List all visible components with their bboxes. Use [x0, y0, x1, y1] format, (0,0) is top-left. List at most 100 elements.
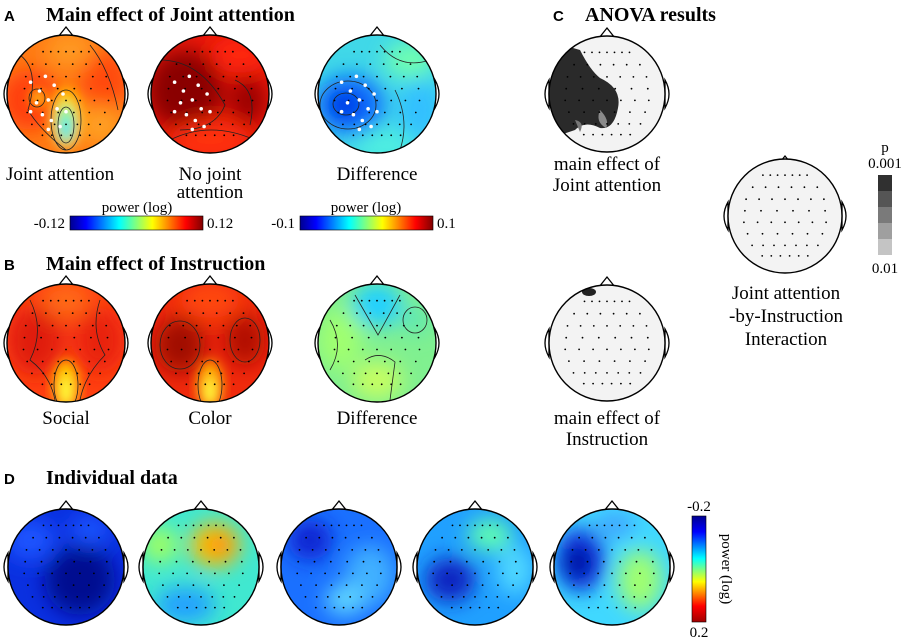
electrode-dot	[79, 572, 81, 575]
electrode-dot	[591, 536, 594, 539]
significant-electrode	[363, 83, 368, 87]
electrode-dot	[583, 372, 586, 374]
electrode-dot	[489, 524, 491, 527]
colorbar2	[299, 215, 434, 231]
electrode-dot	[214, 572, 216, 575]
electrode-dot	[652, 572, 655, 575]
electrode-dot	[398, 372, 401, 375]
electrode-dot	[200, 549, 202, 551]
electrode-dot	[166, 348, 169, 351]
significant-electrode	[357, 98, 362, 102]
label-color: Color	[188, 408, 232, 429]
electrode-dot	[606, 76, 608, 78]
electrode-dot	[823, 198, 825, 201]
electrode-dot	[629, 360, 631, 362]
electrode-dot	[598, 360, 601, 362]
significant-electrode	[61, 92, 65, 96]
electrode-dot	[333, 606, 336, 609]
electrode-dot	[106, 572, 109, 575]
electrode-dot	[369, 312, 372, 314]
electrode-dot	[184, 336, 187, 339]
electrode-dot	[41, 360, 44, 363]
electrode-dot	[619, 76, 622, 78]
electrode-dot	[564, 348, 567, 351]
electrode-dot	[361, 99, 364, 102]
electrode-dot	[382, 312, 385, 314]
electrode-dot	[40, 560, 43, 563]
electrode-dot	[93, 572, 95, 575]
electrode-dot	[360, 596, 363, 598]
electrode-dot	[344, 536, 347, 539]
electrode-dot	[414, 360, 417, 363]
electrode-dot	[751, 244, 753, 247]
electrode-dot	[620, 133, 622, 136]
electrode-dot	[824, 209, 826, 212]
electrode-dot	[206, 536, 209, 539]
electrode-dot	[57, 360, 60, 363]
electrode-dot	[185, 383, 188, 386]
significant-electrode	[40, 112, 45, 117]
electrode-dot	[389, 324, 392, 327]
electrode-dot	[402, 324, 405, 327]
electrode-dot	[601, 382, 604, 385]
electrode-dot	[353, 299, 355, 302]
electrode-dot	[460, 549, 463, 551]
electrode-dot	[209, 123, 211, 126]
electrode-dot	[243, 123, 246, 126]
electrode-dot	[613, 300, 616, 303]
electrode-dot	[512, 584, 514, 586]
electrode-dot	[209, 299, 211, 302]
electrode-dot	[618, 584, 621, 586]
electrode-dot	[602, 560, 605, 563]
electrode-dot	[612, 312, 615, 315]
electrode-dot	[360, 50, 363, 53]
electrode-dot	[333, 99, 336, 102]
electrode-dot	[194, 134, 197, 137]
electrode-dot	[209, 348, 211, 351]
electrode-dot	[192, 584, 195, 586]
electrode-dot	[573, 312, 575, 315]
electrode-dot	[821, 232, 824, 235]
electrode-dot	[788, 255, 791, 257]
electrode-dot	[247, 360, 250, 363]
electrode-dot	[366, 572, 368, 575]
electrode-dot	[436, 584, 438, 586]
electrode-dot	[195, 606, 198, 609]
electrode-dot	[651, 560, 654, 563]
electrode-dot	[106, 87, 109, 90]
electrode-dot	[209, 324, 211, 327]
electrode-dot	[592, 382, 594, 385]
colorbar2-max: 0.1	[437, 216, 456, 232]
electrode-dot	[496, 596, 499, 598]
electrode-dot	[71, 536, 74, 539]
significant-electrode	[369, 124, 373, 129]
electrode-dot	[220, 372, 223, 375]
electrode-dot	[104, 549, 107, 551]
electrode-dot	[513, 549, 516, 551]
electrode-dot	[784, 174, 786, 177]
electrode-dot	[224, 299, 227, 302]
electrode-dot	[42, 299, 44, 302]
electrode-dot	[347, 348, 350, 351]
electrode-dot	[493, 536, 496, 539]
electrode-dot	[597, 606, 599, 609]
electrode-dot	[417, 336, 420, 339]
electrode-dot	[42, 50, 44, 53]
electrode-dot	[396, 63, 398, 65]
electrode-dot	[587, 606, 590, 609]
electrode-dot	[50, 524, 52, 527]
electrode-dot	[106, 336, 109, 339]
significant-electrode	[193, 118, 198, 123]
electrode-dot	[597, 336, 600, 339]
electrode-dot	[222, 75, 225, 78]
electrode-dot	[160, 549, 163, 551]
electrode-dot	[626, 524, 628, 527]
electrode-dot	[201, 111, 204, 114]
electrode-dot	[360, 299, 363, 302]
electrode-dot	[376, 348, 378, 351]
electrode-dot	[625, 312, 628, 315]
label-interaction-1: Joint attention	[732, 283, 841, 304]
electrode-dot	[26, 360, 29, 363]
electrode-dot	[376, 99, 378, 102]
electrode-dot	[214, 606, 216, 609]
